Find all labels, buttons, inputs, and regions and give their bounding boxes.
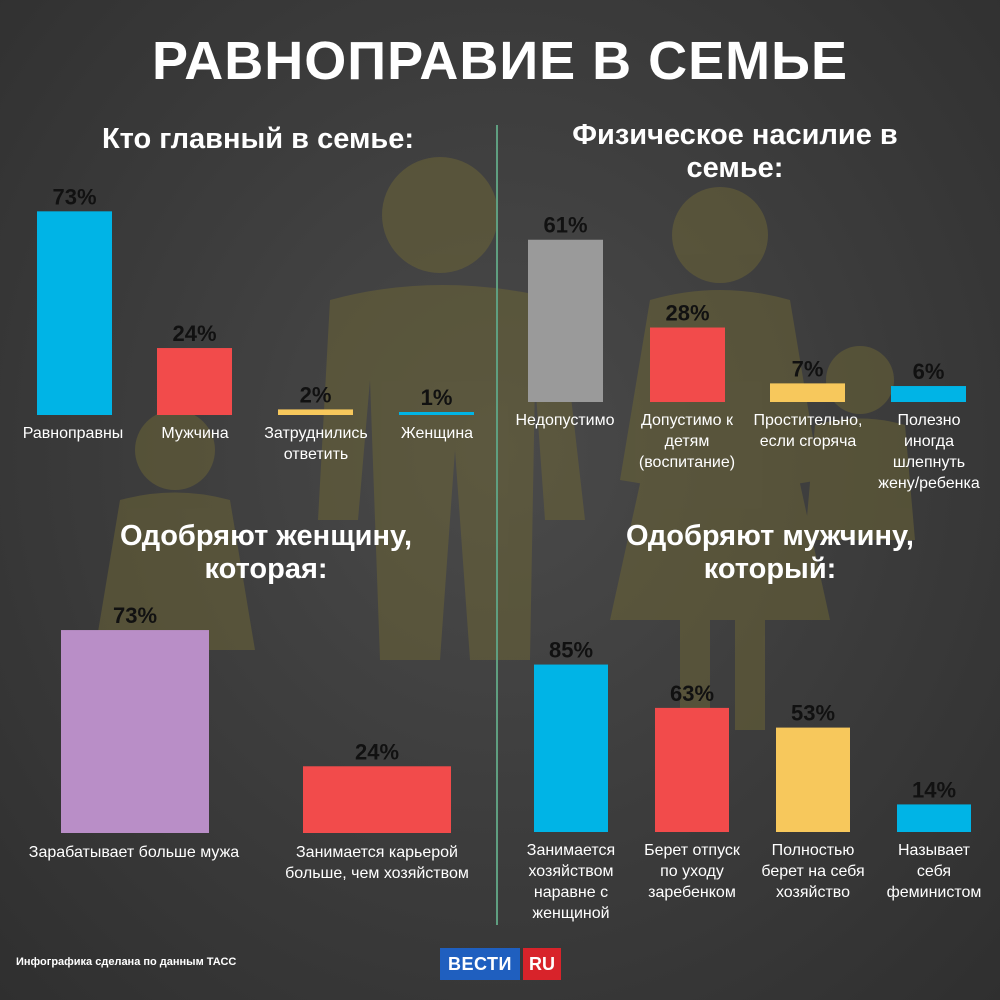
category-label: Женщина: [401, 425, 473, 442]
data-label: 63%: [670, 681, 714, 706]
category-label: Допустимо к детям (воспитание): [639, 412, 735, 471]
bar: [157, 348, 232, 415]
bar: [655, 707, 729, 832]
bar: [770, 383, 845, 402]
chart-2: Физическое насилие в семье: 61% Недопустимо…: [516, 119, 980, 492]
bar: [650, 327, 725, 402]
data-label: 6%: [913, 359, 945, 384]
category-label: Затруднились ответить: [264, 425, 367, 463]
vesti-logo-ru: RU: [523, 948, 561, 980]
category-label: Равноправны: [23, 425, 124, 442]
bar: [528, 239, 603, 402]
vesti-logo-text: ВЕСТИ: [440, 948, 520, 980]
chart-4: Одобряют мужчину, который: 85% Занимается хо…: [527, 520, 982, 922]
data-label: 73%: [52, 184, 96, 209]
bar: [897, 804, 971, 832]
category-label: Называет себя феминистом: [887, 842, 982, 901]
category-label: Занимается хозяйством наравне с женщиной: [527, 842, 615, 922]
data-label: 73%: [113, 603, 157, 628]
bar: [37, 211, 112, 415]
source-note: Инфографика сделана по данным ТАСС: [16, 956, 237, 968]
section-divider: [496, 125, 498, 925]
chart-title: Одобряют женщину, которая:: [120, 520, 412, 585]
category-label: Полезно иногда шлепнуть жену/ребенка: [878, 412, 980, 492]
page-title: РАВНОПРАВИЕ В СЕМЬЕ: [151, 31, 848, 91]
data-label: 85%: [549, 638, 593, 663]
vesti-logo: ВЕСТИ RU: [440, 948, 561, 980]
data-label: 28%: [665, 301, 709, 326]
bar: [534, 664, 608, 832]
bar: [303, 766, 451, 833]
chart-title: Одобряют мужчину, который:: [626, 520, 914, 585]
category-label: Мужчина: [161, 425, 228, 442]
data-label: 7%: [792, 356, 824, 381]
bar: [399, 412, 474, 415]
category-label: Занимается карьерой больше, чем хозяйство…: [285, 844, 469, 882]
bar: [61, 630, 209, 833]
bar: [891, 386, 966, 402]
data-label: 53%: [791, 701, 835, 726]
data-label: 2%: [300, 382, 332, 407]
category-label: Полностью берет на себя хозяйство: [761, 842, 864, 901]
category-label: Недопустимо: [516, 412, 615, 429]
category-label: Берет отпуск по уходу заребенком: [644, 842, 741, 901]
data-label: 14%: [912, 777, 956, 802]
bar: [776, 727, 850, 832]
chart-3: Одобряют женщину, которая: 73% Зарабатывает…: [29, 520, 469, 882]
chart-title: Кто главный в семье:: [102, 123, 414, 155]
data-label: 61%: [543, 213, 587, 238]
data-label: 1%: [421, 385, 453, 410]
category-label: Простительно, если сгоряча: [754, 412, 863, 450]
data-label: 24%: [172, 321, 216, 346]
data-label: 24%: [355, 739, 399, 764]
chart-1: Кто главный в семье: 73% Равноправны 24% Муж…: [23, 123, 474, 463]
bar: [278, 409, 353, 415]
chart-title: Физическое насилие в семье:: [572, 119, 897, 184]
category-label: Зарабатывает больше мужа: [29, 844, 240, 861]
